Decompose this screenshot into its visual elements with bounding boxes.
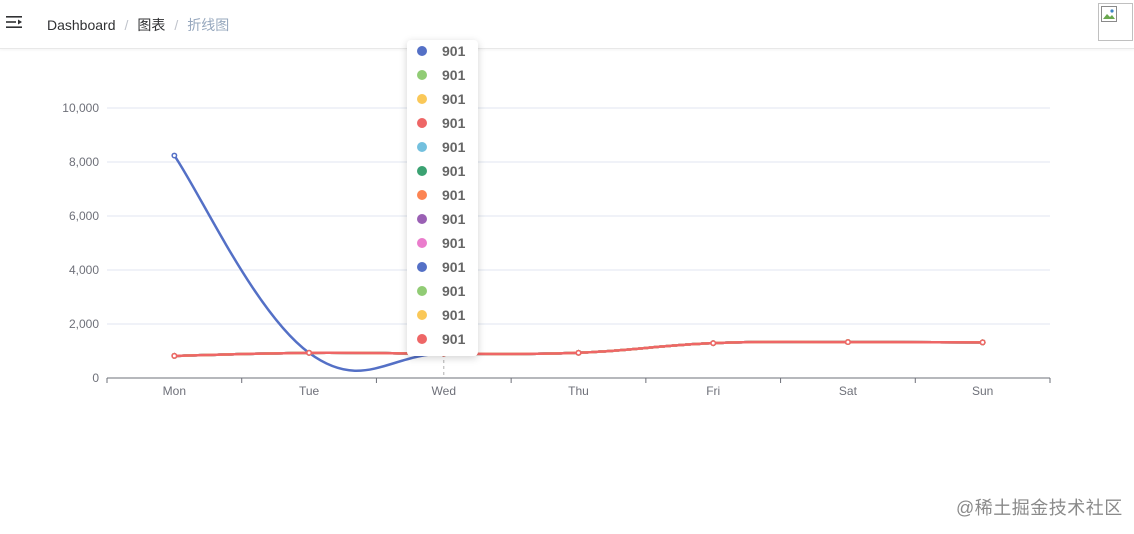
y-tick-label: 10,000 <box>62 101 99 115</box>
breadcrumb-charts[interactable]: 图表 <box>137 17 166 33</box>
x-tick-label: Wed <box>432 384 456 398</box>
tooltip-value: 901 <box>442 259 466 275</box>
x-tick-label: Sun <box>972 384 993 398</box>
y-tick-label: 8,000 <box>69 155 99 169</box>
series-color-marker <box>417 262 427 272</box>
watermark: @稀土掘金技术社区 <box>956 498 1123 518</box>
series-color-marker <box>417 310 427 320</box>
tooltip-row: 901 <box>417 63 465 87</box>
tooltip-value: 901 <box>442 283 466 299</box>
navbar: Dashboard / 图表 / 折线图 <box>0 0 1134 49</box>
series-color-marker <box>417 190 427 200</box>
tooltip-value: 901 <box>442 331 466 347</box>
x-tick-label: Sat <box>839 384 858 398</box>
tooltip-value: 901 <box>442 235 466 251</box>
series-color-marker <box>417 334 427 344</box>
tooltip-value: 901 <box>442 67 466 83</box>
x-tick-label: Mon <box>163 384 186 398</box>
x-tick-label: Fri <box>706 384 720 398</box>
tooltip-row: 901 <box>417 303 465 327</box>
series-line <box>173 154 983 372</box>
series-color-marker <box>417 46 427 56</box>
data-point <box>575 349 582 356</box>
axis-labels: 0 2,000 4,000 6,000 8,000 10,000 Mon Tue Wed Thu F… <box>62 101 993 398</box>
avatar[interactable] <box>1098 3 1133 41</box>
series-color-marker <box>417 142 427 152</box>
tooltip-value: 901 <box>442 115 466 131</box>
tooltip-value: 901 <box>442 211 466 227</box>
tooltip-row: 901 <box>417 183 465 207</box>
grid-lines <box>107 107 1050 325</box>
series-color-marker <box>417 118 427 128</box>
data-point <box>171 152 178 159</box>
tooltip-row: 901 <box>417 159 465 183</box>
data-point <box>844 339 851 346</box>
series-color-marker <box>417 70 427 80</box>
series-color-marker <box>417 166 427 176</box>
breadcrumb-separator: / <box>174 17 179 33</box>
tooltip-row: 901 <box>417 279 465 303</box>
breadcrumb: Dashboard / 图表 / 折线图 <box>47 15 229 35</box>
series-color-marker <box>417 286 427 296</box>
tooltip-row: 901 <box>417 87 465 111</box>
breadcrumb-line-chart: 折线图 <box>187 17 230 33</box>
tooltip-row: 901 <box>417 40 465 63</box>
y-tick-label: 2,000 <box>69 317 99 331</box>
breadcrumb-separator: / <box>124 17 129 33</box>
breadcrumb-dashboard[interactable]: Dashboard <box>47 17 116 33</box>
x-tick-label: Thu <box>568 384 589 398</box>
series-color-marker <box>417 94 427 104</box>
data-point <box>979 339 986 346</box>
hamburger-menu-icon[interactable] <box>6 14 22 30</box>
data-point <box>710 340 717 347</box>
y-tick-label: 0 <box>92 371 99 385</box>
series-lines <box>171 152 986 372</box>
tooltip-row: 901 <box>417 231 465 255</box>
tooltip-value: 901 <box>442 163 466 179</box>
data-point <box>306 349 313 356</box>
tooltip-row: 901 <box>417 327 465 351</box>
series-color-marker <box>417 214 427 224</box>
tooltip-value: 901 <box>442 43 466 59</box>
broken-image-icon <box>1101 6 1117 22</box>
tooltip-value: 901 <box>442 139 466 155</box>
tooltip-row: 901 <box>417 111 465 135</box>
tooltip-row: 901 <box>417 207 465 231</box>
tooltip-value: 901 <box>442 307 466 323</box>
chart-tooltip: 901 901 901 901 901 901 901 901 901 901 901 901 901 <box>407 40 478 356</box>
y-tick-label: 4,000 <box>69 263 99 277</box>
data-point <box>171 352 178 359</box>
tooltip-value: 901 <box>442 91 466 107</box>
tooltip-row: 901 <box>417 255 465 279</box>
tooltip-row: 901 <box>417 135 465 159</box>
tooltip-value: 901 <box>442 187 466 203</box>
series-color-marker <box>417 238 427 248</box>
y-tick-label: 6,000 <box>69 209 99 223</box>
x-tick-label: Tue <box>299 384 320 398</box>
